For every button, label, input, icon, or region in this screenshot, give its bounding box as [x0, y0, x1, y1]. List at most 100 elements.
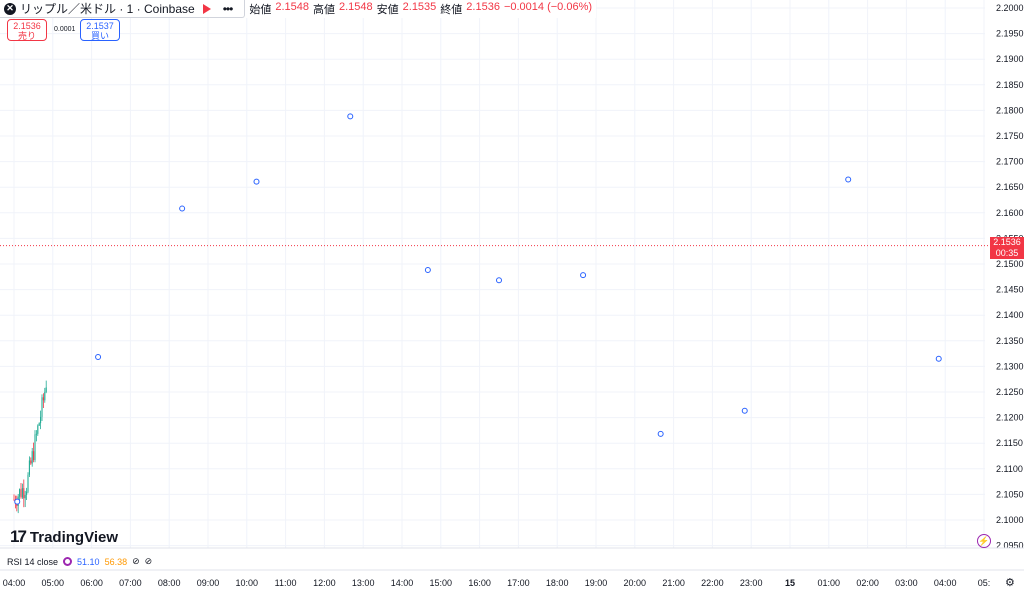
x-tick-label: 23:00 — [740, 578, 763, 588]
y-tick-label: 2.1800 — [996, 105, 1024, 115]
high-label: 高値 — [312, 4, 335, 16]
x-tick-label: 06:00 — [80, 578, 103, 588]
candles — [13, 380, 47, 514]
x-close-icon[interactable]: ✕ — [4, 2, 16, 15]
change-value: −0.0014 (−0.06%) — [503, 1, 593, 13]
ohlc-readout: 始値 2.1548 高値 2.1548 安値 2.1535 終値 2.1536 −0.0… — [249, 1, 592, 17]
candle-body — [23, 488, 25, 499]
y-tick-label: 2.1600 — [996, 208, 1024, 218]
x-tick-label: 02:00 — [856, 578, 879, 588]
y-tick-label: 2.1400 — [996, 310, 1024, 320]
candle-body — [27, 474, 29, 492]
event-marker — [95, 354, 102, 361]
tradingview-logo[interactable]: 17 TradingView — [10, 527, 118, 547]
tradingview-mark-icon: 17 — [10, 527, 27, 546]
rsi-label[interactable]: RSI 14 close — [7, 556, 59, 567]
bolt-icon[interactable]: ⚡ — [977, 534, 991, 548]
spread-value: 0.0001 — [54, 26, 76, 33]
x-tick-label: 08:00 — [158, 578, 181, 588]
y-tick-label: 2.1650 — [996, 182, 1024, 192]
x-tick-label: 22:00 — [701, 578, 724, 588]
rsi-value: 51.10 — [77, 556, 100, 567]
low-value: 2.1535 — [402, 1, 437, 13]
sell-button[interactable]: 2.1536 売り — [7, 19, 47, 41]
high-value: 2.1548 — [338, 1, 373, 13]
hide-icon[interactable]: ⊘ — [132, 556, 140, 566]
rsi-ma-value: 56.38 — [104, 556, 128, 567]
buy-button[interactable]: 2.1537 買い — [80, 19, 120, 41]
symbol-selector[interactable]: ✕ リップル／米ドル · 1 · Coinbase ••• — [0, 0, 246, 18]
candle-body — [24, 494, 26, 499]
y-tick-label: 2.1900 — [996, 54, 1024, 64]
candle-body — [38, 423, 40, 426]
rsi-legend[interactable]: RSI 14 close 51.10 56.38 ⊘ ⊘ — [7, 556, 152, 567]
candle-body — [41, 397, 43, 417]
y-tick-label: 2.1700 — [996, 157, 1024, 167]
event-marker — [741, 407, 748, 414]
candle-body — [13, 499, 15, 501]
event-marker — [179, 205, 186, 212]
y-tick-label: 2.1000 — [996, 515, 1024, 525]
x-tick-label: 04:00 — [3, 578, 26, 588]
candle-body — [20, 489, 22, 498]
event-marker — [845, 176, 852, 183]
y-tick-label: 2.1450 — [996, 285, 1024, 295]
more-options-icon[interactable]: ••• — [222, 1, 234, 16]
event-marker — [424, 267, 431, 273]
y-tick-label: 2.2000 — [996, 3, 1024, 13]
event-marker — [253, 178, 260, 185]
candle-body — [40, 416, 42, 424]
buy-price: 2.1537 — [86, 21, 114, 31]
y-tick-label: 2.0950 — [996, 541, 1024, 551]
candle-body — [37, 425, 39, 434]
event-marker — [14, 498, 21, 505]
symbol-title[interactable]: リップル／米ドル · 1 · Coinbase — [20, 2, 195, 16]
candle-body — [19, 489, 21, 497]
symbol-header: ✕ リップル／米ドル · 1 · Coinbase ••• 始値 2.1548 高… — [0, 0, 597, 18]
sell-label: 売り — [17, 31, 36, 41]
bar-countdown: 00:35 — [995, 248, 1019, 258]
candle-body — [26, 491, 28, 495]
price-axis[interactable]: 2.2000 2.1950 2.1900 2.1850 2.1800 2.1750 2.17… — [996, 3, 1024, 551]
flag-icon[interactable] — [202, 3, 211, 14]
rsi-source-icon[interactable] — [63, 557, 73, 566]
close-value: 2.1536 — [466, 1, 500, 13]
candle-body — [44, 391, 46, 401]
event-markers — [14, 113, 942, 505]
candle-body — [45, 387, 47, 392]
last-price-value: 2.1536 — [993, 237, 1021, 247]
y-tick-label: 2.1300 — [996, 361, 1024, 371]
candle-body — [35, 433, 37, 435]
candle-body — [21, 488, 23, 498]
x-tick-label: 07:00 — [119, 578, 142, 588]
x-tick-label: 01:00 — [818, 578, 841, 588]
x-tick-label: 04:00 — [934, 578, 957, 588]
x-tick-label: 14:00 — [391, 578, 414, 588]
candle-body — [42, 397, 44, 401]
y-tick-label: 2.1250 — [996, 387, 1024, 397]
y-tick-label: 2.1150 — [996, 438, 1023, 448]
gear-icon[interactable]: ⚙ — [1005, 577, 1015, 589]
x-tick-label: 12:00 — [313, 578, 336, 588]
candle-body — [30, 460, 32, 464]
source-icon[interactable]: ⊘ — [144, 556, 153, 566]
chart-grid — [0, 0, 985, 548]
candle-body — [34, 434, 36, 461]
x-tick-label: 15 — [785, 578, 795, 588]
last-price-tag: 2.1536 00:35 — [990, 237, 1024, 259]
brand-name: TradingView — [29, 528, 119, 546]
x-tick-label: 16:00 — [468, 578, 491, 588]
candle-body — [28, 460, 30, 475]
close-label: 終値 — [440, 4, 463, 16]
x-tick-label: 03:00 — [895, 578, 918, 588]
y-tick-label: 2.1500 — [996, 259, 1024, 269]
y-tick-label: 2.1350 — [996, 336, 1024, 346]
x-tick-label: 09:00 — [197, 578, 220, 588]
x-tick-label: 05:00 — [42, 578, 65, 588]
x-tick-label: 10:00 — [236, 578, 259, 588]
x-tick-label: 19:00 — [585, 578, 608, 588]
event-marker — [496, 277, 502, 284]
event-marker — [935, 355, 942, 362]
time-axis[interactable]: 04:00 05:00 06:00 07:00 08:00 09:00 10:00 11:00… — [0, 547, 1024, 588]
